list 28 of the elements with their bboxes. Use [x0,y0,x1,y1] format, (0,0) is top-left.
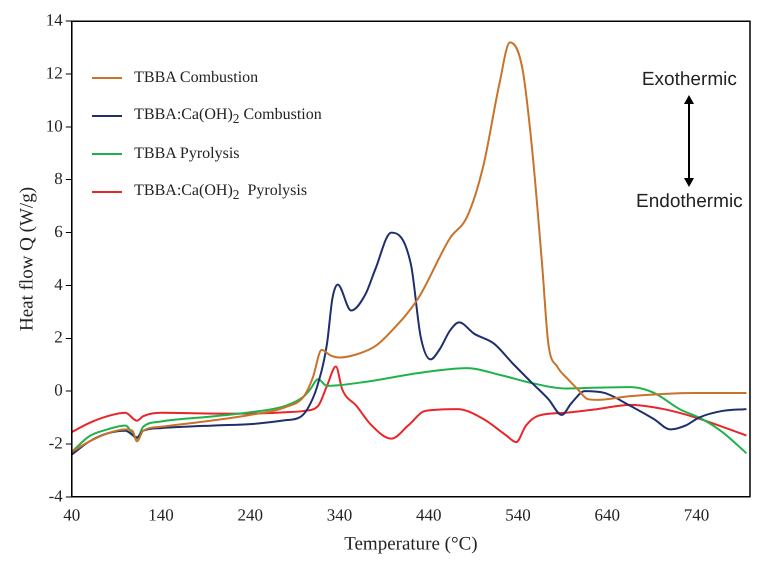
x-tick-label: 340 [326,505,352,524]
y-tick-label: 10 [46,116,63,136]
y-tick-label: 14 [46,10,64,30]
y-tick-label: -2 [48,433,63,452]
legend-label: TBBA:Ca(OH)$_{2}$ Pyrolysis [134,182,308,203]
y-tick-label: 4 [54,274,64,294]
y-axis-title: Heat flow Q (W/g) [16,186,38,332]
legend-label: TBBA:Ca(OH)$_{2}$ Combustion [134,106,322,127]
annotation: Exothermic [640,68,738,91]
y-tick-label: 0 [54,380,63,400]
x-tick-label: 140 [148,505,174,524]
y-tick-label: -4 [48,486,64,506]
x-axis-title: Temperature (°C) [344,534,478,555]
line-series [72,41,748,453]
x-tick-label: 640 [594,505,620,524]
legend-label: TBBA Pyrolysis [134,145,240,164]
annotation: Endothermic [635,190,744,213]
y-tick-label: 8 [54,169,63,188]
legend-label: TBBA Combustion [134,69,258,88]
x-tick-label: 40 [63,505,80,524]
x-tick-label: 440 [416,505,442,524]
y-tick-label: 2 [54,328,63,347]
y-tick-label: 6 [54,222,63,242]
x-tick-label: 240 [238,505,264,524]
x-tick-label: 740 [684,505,710,524]
x-tick-label: 540 [505,505,531,524]
y-tick-label: 12 [46,64,63,83]
line-series [72,232,748,456]
